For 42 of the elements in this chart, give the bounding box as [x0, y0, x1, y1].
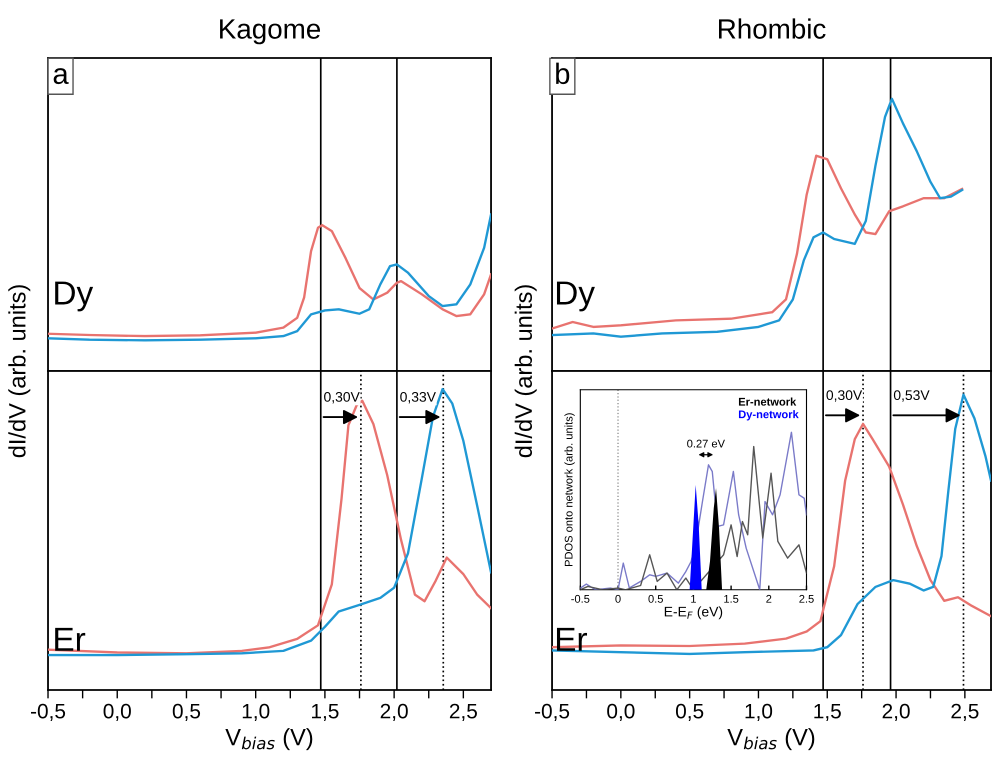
- x-axis-title: V$_{bias}$ (V): [727, 728, 814, 750]
- annotation: 0,30V: [826, 390, 862, 402]
- x-tick-label: 1,5: [814, 704, 841, 721]
- x-tick-label: 1,0: [242, 704, 270, 721]
- x-tick-label: 2,0: [380, 704, 408, 721]
- x-tick-label: 1: [691, 595, 696, 603]
- annotation: Dy: [556, 282, 595, 312]
- x-tick-label: 2: [766, 594, 772, 603]
- x-tick-label: 2,0: [882, 704, 910, 721]
- x-tick-label: 2.5: [799, 594, 814, 603]
- x-axis-title: V$_{bias}$ (V): [225, 728, 312, 750]
- x-tick-label: 2,5: [951, 704, 978, 721]
- annotation: Dy: [55, 282, 94, 312]
- chart-title: Kagome: [220, 19, 320, 44]
- y-axis-title: dI/dV (arb. units): [514, 285, 537, 458]
- annotation: 0,53V: [894, 390, 930, 402]
- x-tick-label: -0.5: [571, 594, 590, 603]
- text: Er-network: [738, 398, 796, 406]
- x-tick-label: 2,5: [450, 704, 477, 721]
- y-axis-title: PDOS onto network (arb. units): [564, 413, 575, 566]
- text: a: [54, 68, 69, 84]
- annotation: Er: [55, 628, 86, 651]
- x-tick-label: 1,0: [746, 704, 772, 721]
- x-tick-label: 0: [615, 594, 621, 603]
- x-tick-label: 0,0: [607, 704, 635, 721]
- x-tick-label: 0,5: [676, 704, 704, 721]
- text: b: [556, 62, 570, 84]
- x-axis-title: E-E$_{F}$ (eV): [664, 606, 722, 620]
- annotation: 0,30V: [324, 392, 360, 404]
- x-tick-label: -0,5: [30, 704, 66, 721]
- x-tick-label: 1,5: [312, 704, 339, 721]
- annotation: 0,33V: [400, 392, 436, 404]
- chart-title: Rhombic: [719, 18, 826, 39]
- annotation: Er: [556, 628, 588, 651]
- text: Dy-network: [738, 410, 799, 420]
- x-tick-label: 0,0: [104, 704, 131, 721]
- annotation: 0.27 eV: [687, 440, 725, 448]
- x-tick-label: 0,5: [172, 704, 200, 721]
- x-tick-label: 0.5: [648, 594, 663, 603]
- x-tick-label: 1.5: [724, 595, 738, 603]
- y-axis-title: dI/dV (arb. units): [8, 285, 30, 458]
- x-tick-label: -0,5: [535, 704, 570, 721]
